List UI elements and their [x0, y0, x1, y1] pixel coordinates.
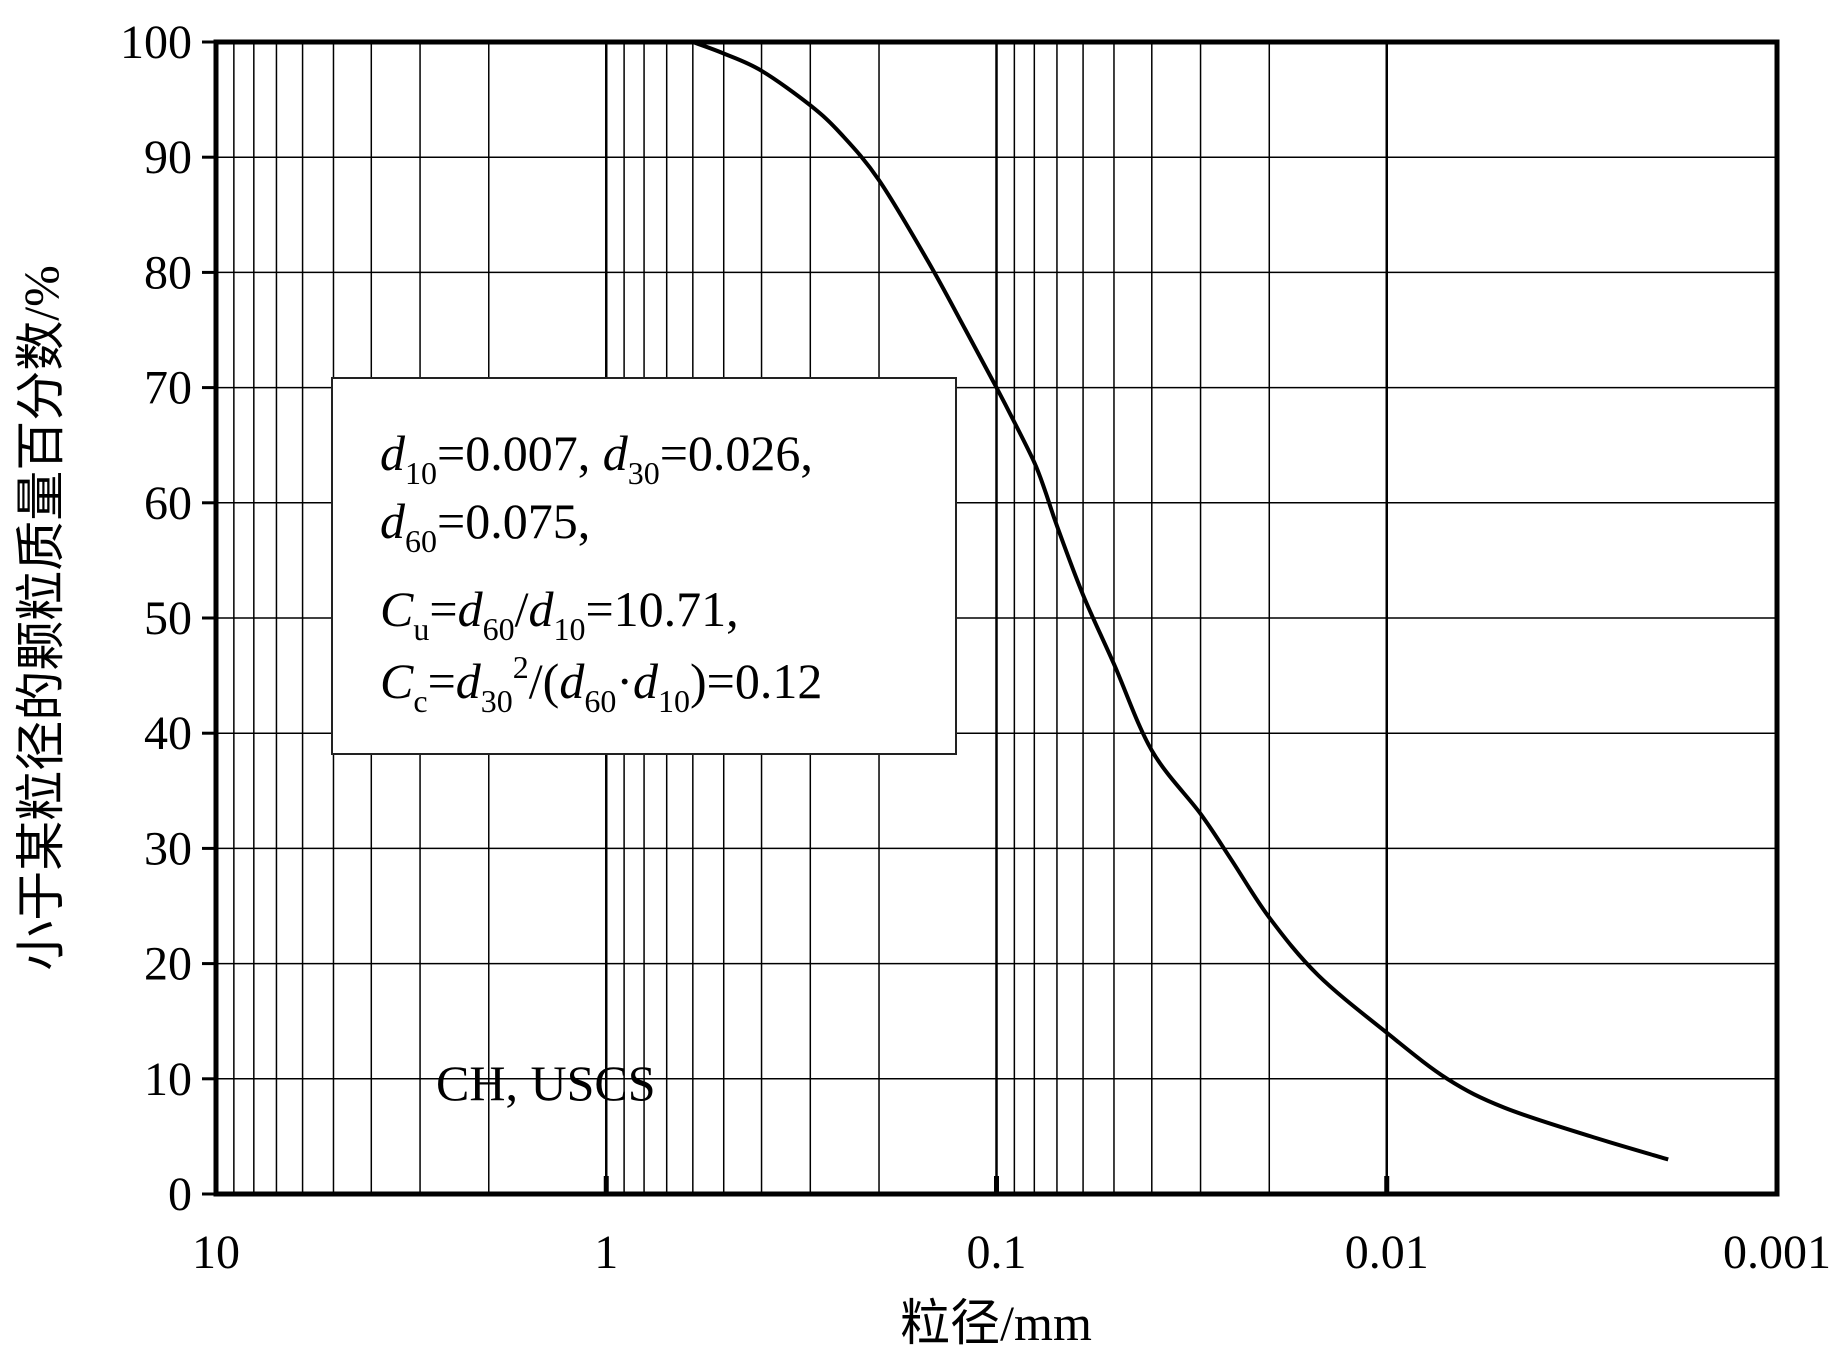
- y-tick-label: 80: [144, 246, 192, 299]
- cc-d60-subscript: 60: [584, 683, 616, 719]
- cc-superscript: 2: [513, 649, 529, 685]
- y-tick-label: 90: [144, 131, 192, 184]
- x-tick-label: 0.1: [967, 1226, 1027, 1279]
- y-tick-label: 40: [144, 707, 192, 760]
- cc-dot: ·: [616, 653, 633, 709]
- d30-symbol: d: [603, 425, 629, 481]
- cc-d30-subscript: 30: [481, 683, 513, 719]
- y-axis-title: 小于某粒径的颗粒质量百分数/%: [13, 265, 69, 971]
- plot-frame: [213, 39, 1780, 1197]
- d10-subscript: 10: [405, 455, 437, 491]
- d30-value: =0.026,: [660, 425, 813, 481]
- cu-slash: /: [515, 581, 529, 637]
- y-tick-label: 60: [144, 477, 192, 530]
- cu-symbol: C: [380, 581, 414, 637]
- cu-subscript: u: [413, 611, 429, 647]
- grading-curve: [692, 40, 1669, 1162]
- soil-class-label: CH, USCS: [436, 1055, 656, 1111]
- d10-symbol: d: [380, 425, 406, 481]
- d30-subscript: 30: [628, 455, 660, 491]
- cu-d10-subscript: 10: [553, 611, 585, 647]
- cc-d10-subscript: 10: [658, 683, 690, 719]
- x-tick-labels: 10 1 0.1 0.01 0.001: [192, 1226, 1831, 1279]
- y-tick-label: 50: [144, 592, 192, 645]
- cc-subscript: c: [413, 683, 427, 719]
- curve-layer: [692, 40, 1669, 1162]
- y-tick-label: 0: [168, 1168, 192, 1221]
- x-tick-label: 0.01: [1345, 1226, 1429, 1279]
- y-tick-label: 10: [144, 1053, 192, 1106]
- y-tick-label: 20: [144, 938, 192, 991]
- param-line-4: Cc=d302/(d60·d10)=0.12: [380, 649, 822, 719]
- param-line-3: Cu=d60/d10=10.71,: [380, 581, 739, 647]
- cc-value: )=0.12: [690, 653, 822, 709]
- param-line-2: d60=0.075,: [380, 493, 590, 559]
- y-tick-label: 70: [144, 362, 192, 415]
- y-tick-labels: 0 10 20 30 40 50 60 70 80 90 100: [120, 16, 192, 1221]
- cu-d10-symbol: d: [528, 581, 554, 637]
- parameter-box: d10=0.007, d30=0.026, d60=0.075, Cu=d60/…: [331, 377, 957, 755]
- cu-d60-symbol: d: [458, 581, 484, 637]
- param-line-1: d10=0.007, d30=0.026,: [380, 425, 813, 491]
- cu-d60-subscript: 60: [483, 611, 515, 647]
- y-tick-label: 30: [144, 822, 192, 875]
- cc-open: /(: [529, 653, 560, 709]
- cc-d10-symbol: d: [633, 653, 659, 709]
- d60-value: =0.075,: [437, 493, 590, 549]
- cc-symbol: C: [380, 653, 414, 709]
- parameter-box-frame: [331, 377, 957, 755]
- cc-equals: =: [428, 653, 456, 709]
- y-tick-label: 100: [120, 16, 192, 69]
- cc-d60-symbol: d: [559, 653, 585, 709]
- d10-value: =0.007,: [437, 425, 603, 481]
- x-tick-label: 0.001: [1723, 1226, 1831, 1279]
- d60-subscript: 60: [405, 523, 437, 559]
- cu-equals: =: [429, 581, 457, 637]
- x-tick-label: 10: [192, 1226, 240, 1279]
- x-tick-label: 1: [594, 1226, 618, 1279]
- x-axis-title: 粒径/mm: [900, 1295, 1092, 1351]
- cu-value: =10.71,: [585, 581, 738, 637]
- d60-symbol: d: [380, 493, 406, 549]
- cc-d30-symbol: d: [456, 653, 482, 709]
